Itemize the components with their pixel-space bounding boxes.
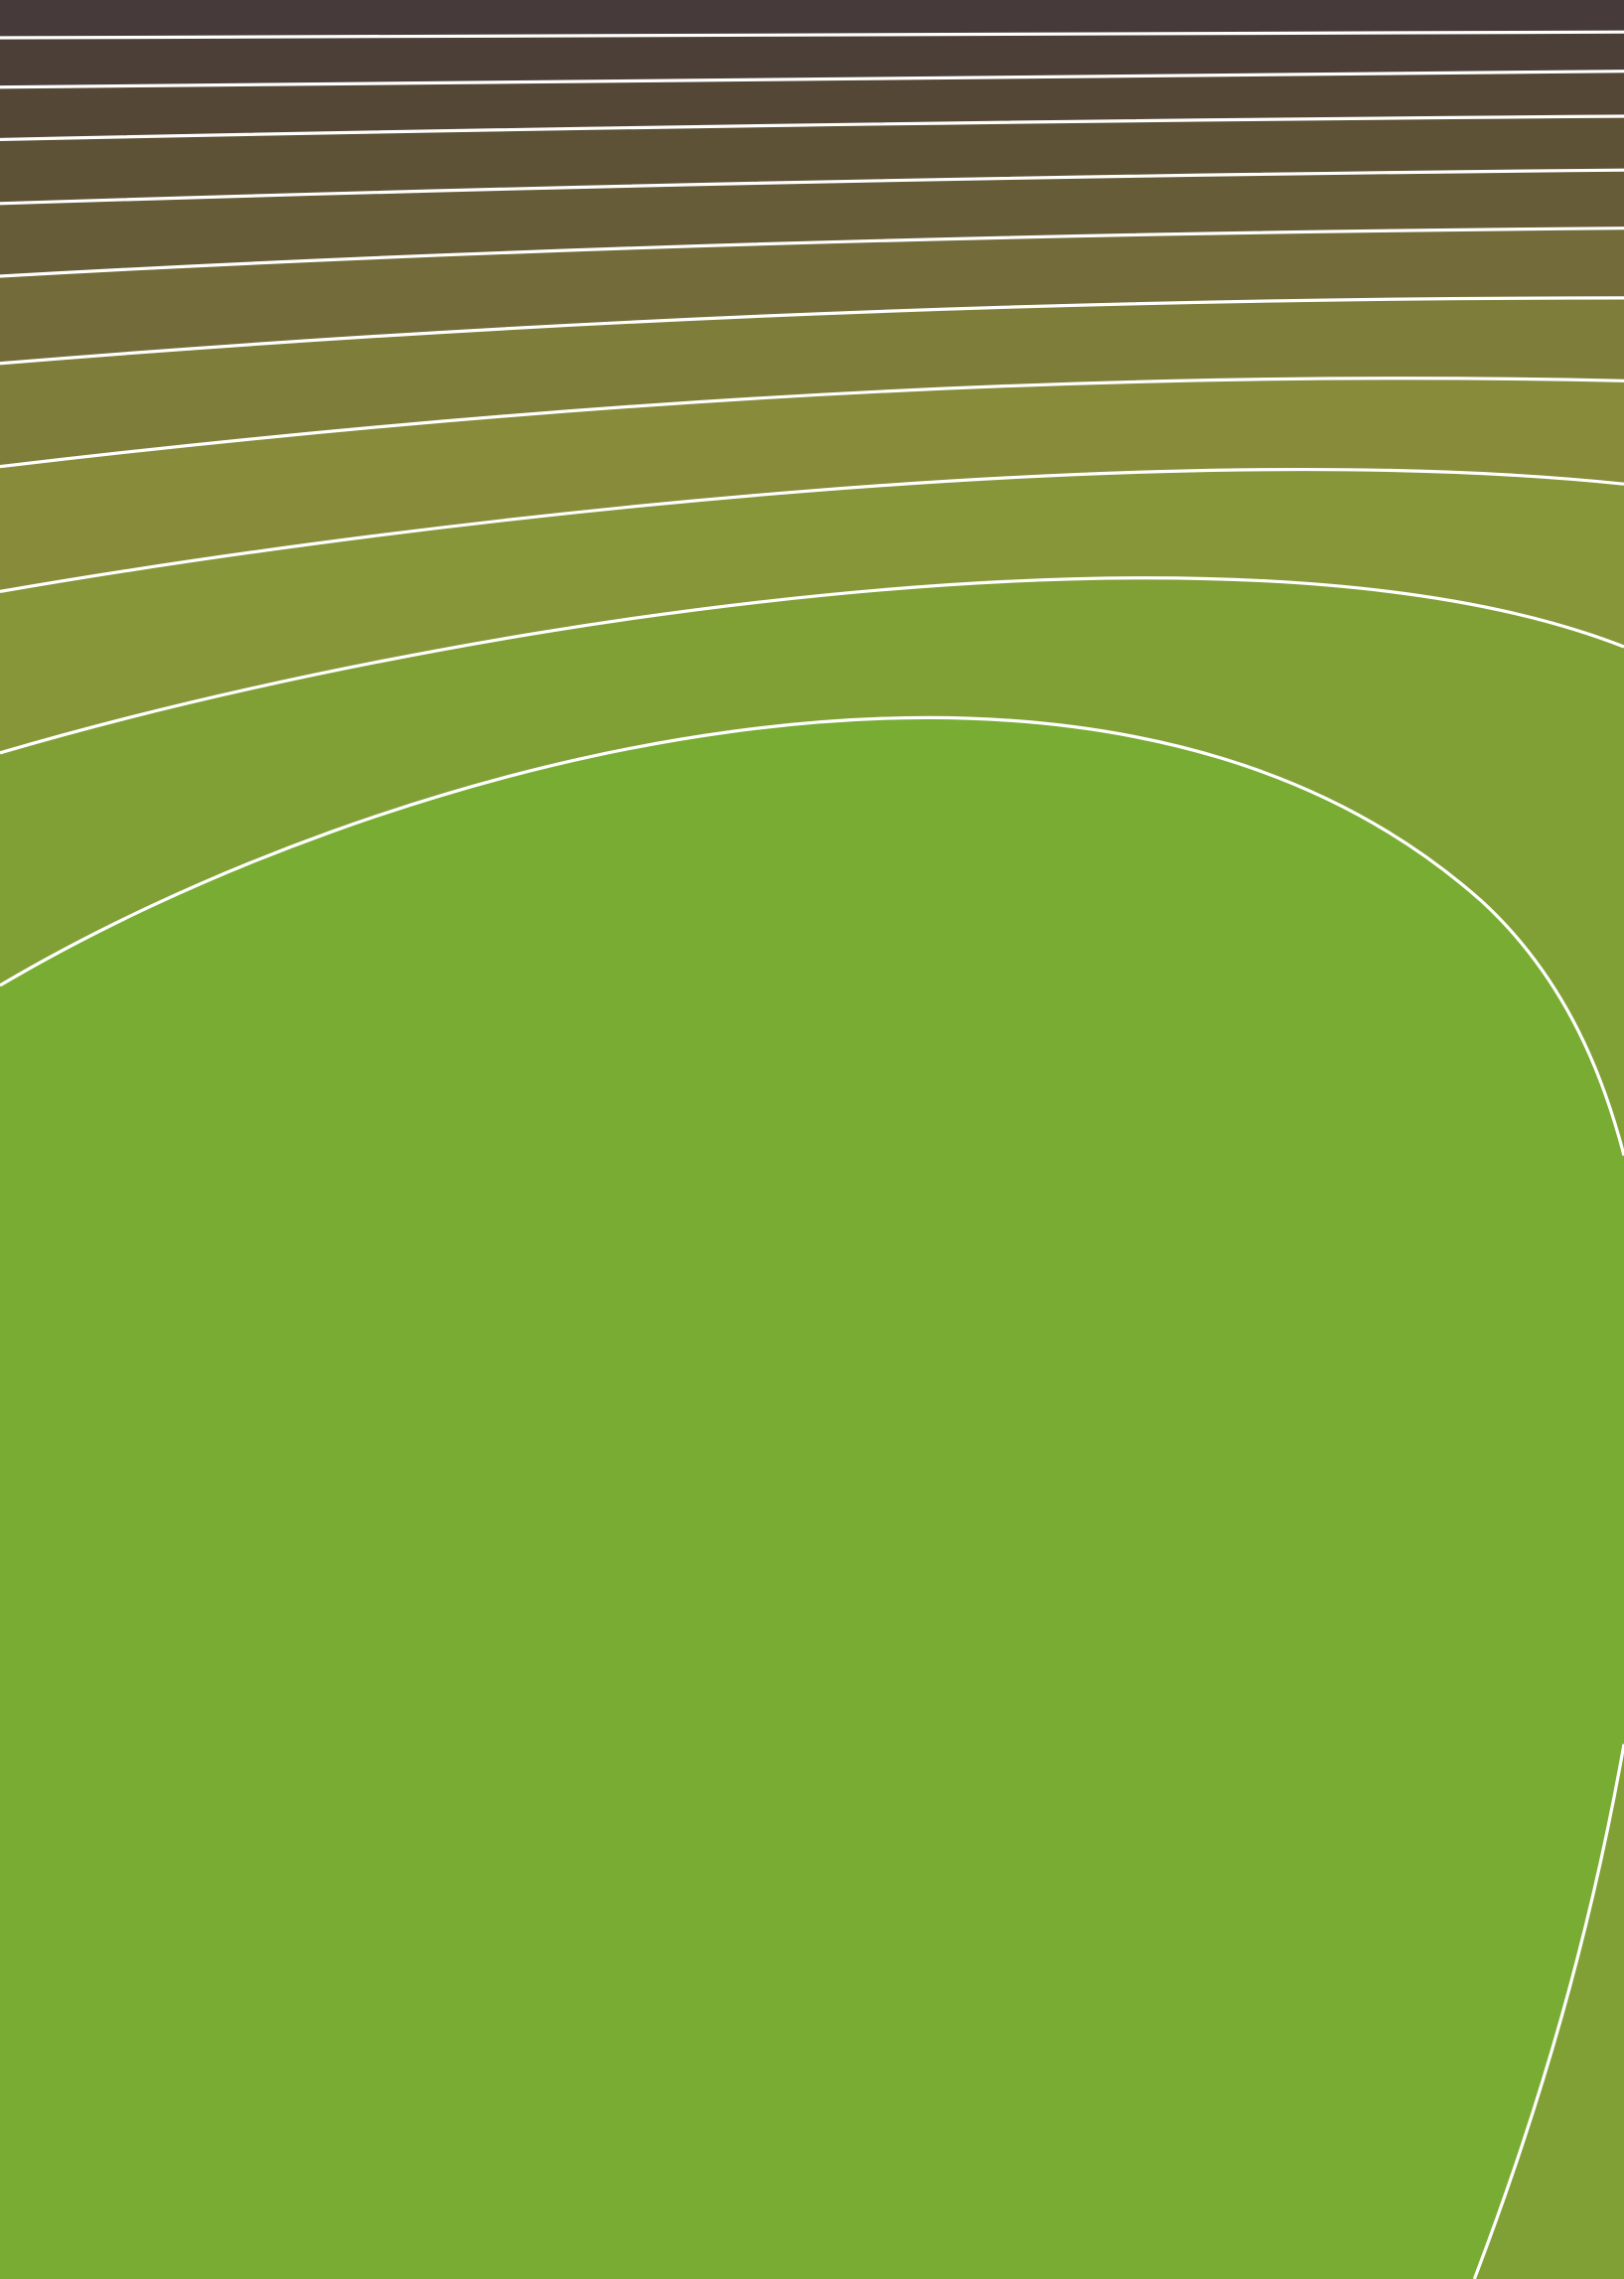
background-graphic	[0, 0, 1624, 2279]
center-blob	[0, 717, 1624, 2279]
page	[0, 0, 1624, 2279]
